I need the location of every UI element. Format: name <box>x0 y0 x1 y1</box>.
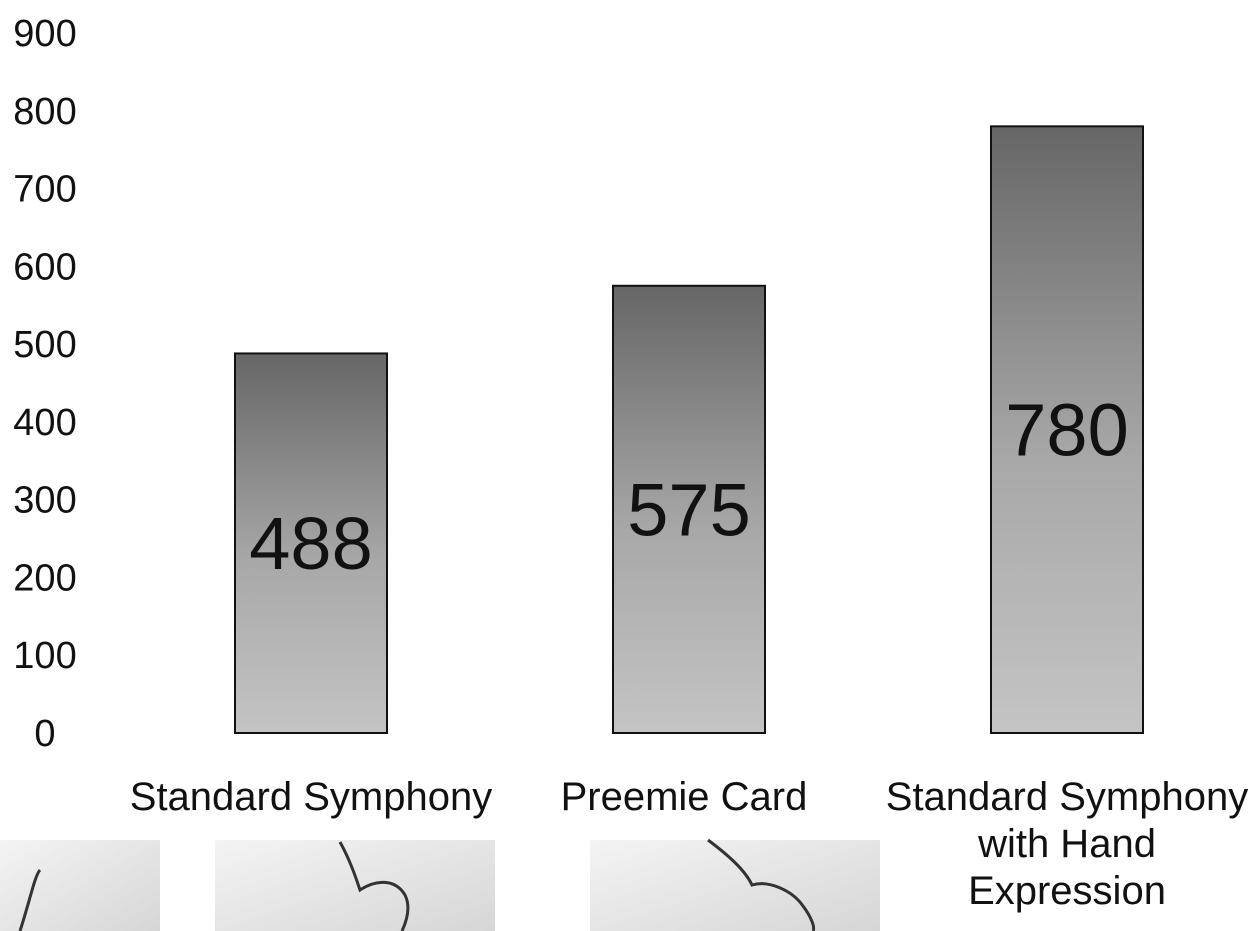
y-tick-label: 800 <box>13 91 76 133</box>
y-tick-label: 400 <box>13 402 76 444</box>
x-category-label: Expression <box>968 869 1166 913</box>
bar <box>234 352 388 734</box>
x-category-label: with Hand <box>977 822 1156 866</box>
photo-strip <box>0 838 880 931</box>
bar-value-label: 488 <box>249 502 372 585</box>
y-tick-label: 600 <box>13 246 76 288</box>
x-category-label: Preemie Card <box>561 775 808 819</box>
y-tick-label: 200 <box>13 557 76 599</box>
y-tick-label: 300 <box>13 480 76 522</box>
bar <box>990 125 1144 735</box>
x-category-label: Standard Symphony <box>886 775 1248 819</box>
bar-value-label: 575 <box>627 468 750 551</box>
y-axis-ticks: 0 100 200 300 400 500 600 700 800 900 <box>13 13 76 755</box>
y-tick-label: 700 <box>13 169 76 211</box>
bar <box>612 284 766 734</box>
breast-pump-photo-left <box>0 840 160 931</box>
x-category-label: Standard Symphony <box>130 775 492 819</box>
y-tick-label: 100 <box>13 635 76 677</box>
breast-pump-photo-right <box>590 838 880 931</box>
category-labels: Standard Symphony Preemie Card Standard Sy… <box>130 775 1248 913</box>
bars <box>234 125 1144 735</box>
bar-value-label: 780 <box>1005 389 1128 472</box>
y-tick-label: 0 <box>34 713 55 755</box>
breast-pump-photo-middle <box>215 840 495 931</box>
data-labels: 488 575 780 <box>249 389 1128 586</box>
y-tick-label: 900 <box>13 13 76 55</box>
y-tick-label: 500 <box>13 324 76 366</box>
